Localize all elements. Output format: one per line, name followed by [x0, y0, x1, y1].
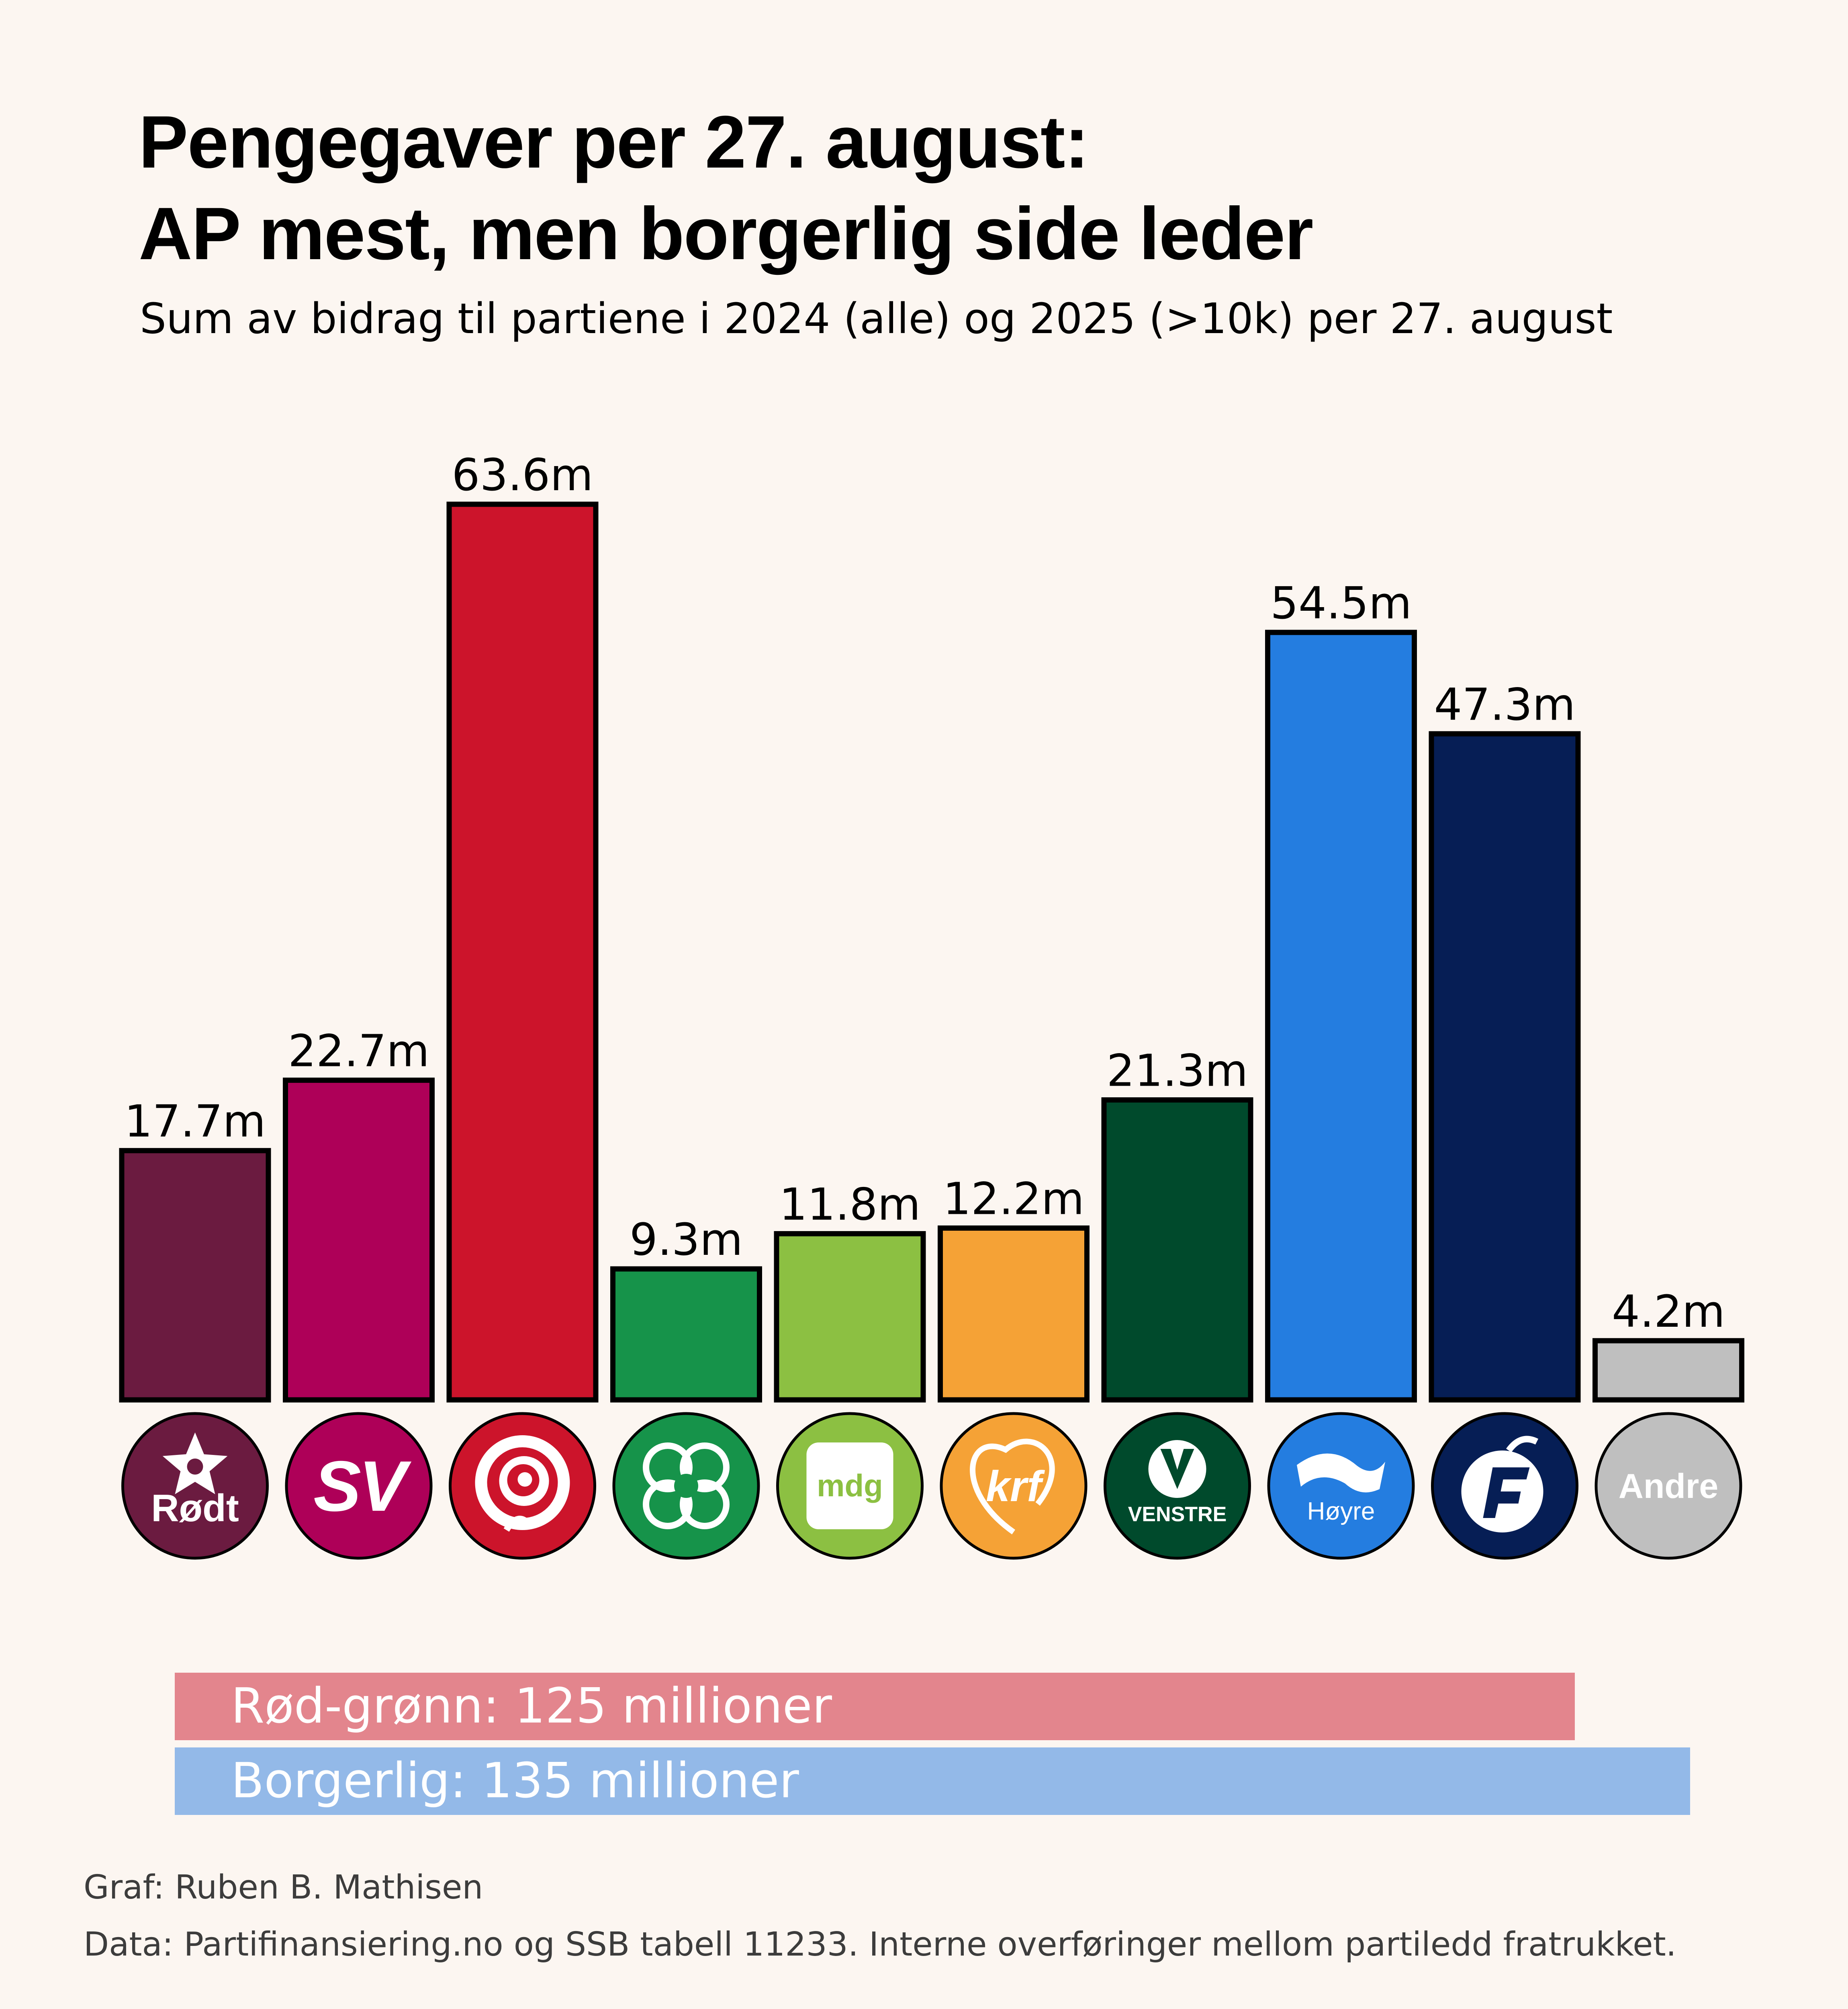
bloc-label-borgerlig: Borgerlig: 135 millioner — [231, 1753, 799, 1809]
rose-petal-4 — [517, 1472, 532, 1487]
bloc-bar-rod-gronn: Rød-grønn: 125 millioner — [175, 1673, 1575, 1740]
value-label-rodt: 17.7m — [124, 1096, 266, 1147]
bar-sv — [283, 1077, 435, 1403]
clover-leaf-1 — [680, 1442, 730, 1492]
value-label-sv: 22.7m — [288, 1025, 429, 1076]
bar-frp — [1429, 731, 1581, 1403]
logo-text-rodt: Rødt — [151, 1487, 239, 1530]
bar-sp — [610, 1266, 762, 1403]
value-label-mdg: 11.8m — [779, 1178, 920, 1230]
clover-center — [674, 1474, 698, 1498]
hoyre-icon: Høyre — [1297, 1453, 1385, 1525]
rose-stem — [503, 1516, 533, 1532]
mdg-box — [806, 1442, 893, 1529]
logo-text-andre: Andre — [1619, 1467, 1718, 1506]
value-labels-layer: 17.7m 22.7m 63.6m 9.3m 11.8m 12.2m 21.3m 54.5m 4… — [124, 449, 1725, 1337]
logo-frp — [1431, 1412, 1578, 1560]
bar-mdg — [774, 1231, 926, 1403]
clover-leaf-2 — [643, 1479, 693, 1529]
chart-title-line-1: Pengegaver per 27. august: — [139, 101, 1089, 184]
star-center — [187, 1459, 203, 1475]
credit-graph: Graf: Ruben B. Mathisen — [84, 1868, 483, 1907]
venstre-icon: VENSTRE — [1128, 1440, 1227, 1526]
logo-rodt: Rødt — [121, 1412, 269, 1560]
clover-leaf-0 — [643, 1442, 693, 1492]
venstre-v — [1160, 1449, 1194, 1489]
bloc-label-rod-gronn: Rød-grønn: 125 millioner — [231, 1678, 832, 1734]
krf-heart — [970, 1438, 1055, 1534]
logo-sv: SV — [285, 1412, 433, 1560]
chart-title: Pengegaver per 27. august: AP mest, men … — [139, 96, 1313, 280]
logo-circle-sv — [285, 1412, 433, 1560]
logo-hoyre: Høyre — [1267, 1412, 1415, 1560]
logo-sp — [612, 1412, 760, 1560]
krf-icon: krf — [970, 1438, 1055, 1534]
clover-leaf-3 — [680, 1479, 730, 1529]
frp-f — [1483, 1467, 1530, 1518]
value-label-andre: 4.2m — [1612, 1286, 1725, 1337]
credit-data: Data: Partifinansiering.no og SSB tabell… — [84, 1925, 1676, 1964]
bar-krf — [938, 1225, 1090, 1403]
frp-icon — [1461, 1436, 1543, 1532]
chart-subtitle: Sum av bidrag til partiene i 2024 (alle)… — [140, 294, 1613, 343]
logo-circle-hoyre — [1267, 1412, 1415, 1560]
logo-circle-rodt — [121, 1412, 269, 1560]
bar-hoyre — [1265, 630, 1417, 1403]
mdg-icon: mdg — [806, 1442, 893, 1529]
logo-text-mdg: mdg — [817, 1468, 883, 1503]
bars-layer — [119, 501, 1744, 1403]
clover-icon — [643, 1442, 730, 1529]
bloc-bar-borgerlig: Borgerlig: 135 millioner — [175, 1747, 1690, 1815]
rose-icon — [475, 1435, 570, 1532]
hoyre-flag — [1297, 1453, 1385, 1493]
star-icon: Rødt — [151, 1432, 239, 1530]
value-label-ap: 63.6m — [452, 449, 593, 501]
logo-text-krf: krf — [986, 1462, 1045, 1510]
sv-icon: SV — [313, 1446, 414, 1526]
frp-leaf — [1506, 1436, 1539, 1453]
logo-ap — [449, 1412, 596, 1560]
bar-venstre — [1101, 1097, 1253, 1403]
logo-text-hoyre: Høyre — [1307, 1498, 1375, 1525]
value-label-hoyre: 54.5m — [1270, 577, 1412, 629]
logo-text-venstre: VENSTRE — [1128, 1503, 1227, 1526]
value-label-venstre: 21.3m — [1106, 1045, 1248, 1096]
logo-venstre: VENSTRE — [1104, 1412, 1251, 1560]
bar-ap — [446, 501, 599, 1403]
bar-andre — [1592, 1338, 1744, 1403]
bar-rodt — [119, 1148, 271, 1403]
chart-title-line-2: AP mest, men borgerlig side leder — [139, 192, 1313, 275]
value-label-frp: 47.3m — [1434, 679, 1575, 730]
value-label-sp: 9.3m — [630, 1214, 743, 1265]
logo-text-sv: SV — [313, 1446, 412, 1526]
logo-andre: Andre — [1595, 1412, 1742, 1560]
bar-chart: 17.7m 22.7m 63.6m 9.3m 11.8m 12.2m 21.3m 54.5m 4… — [119, 449, 1744, 1560]
venstre-disc — [1148, 1440, 1206, 1498]
logo-mdg: mdg — [776, 1412, 924, 1560]
logo-circle-andre — [1595, 1412, 1742, 1560]
value-label-krf: 12.2m — [943, 1173, 1084, 1224]
andre-icon: Andre — [1619, 1467, 1718, 1506]
logo-krf: krf — [940, 1412, 1088, 1560]
party-logos-layer: Rødt SV mdg krf VENSTRE Høyre Andre — [121, 1412, 1742, 1560]
